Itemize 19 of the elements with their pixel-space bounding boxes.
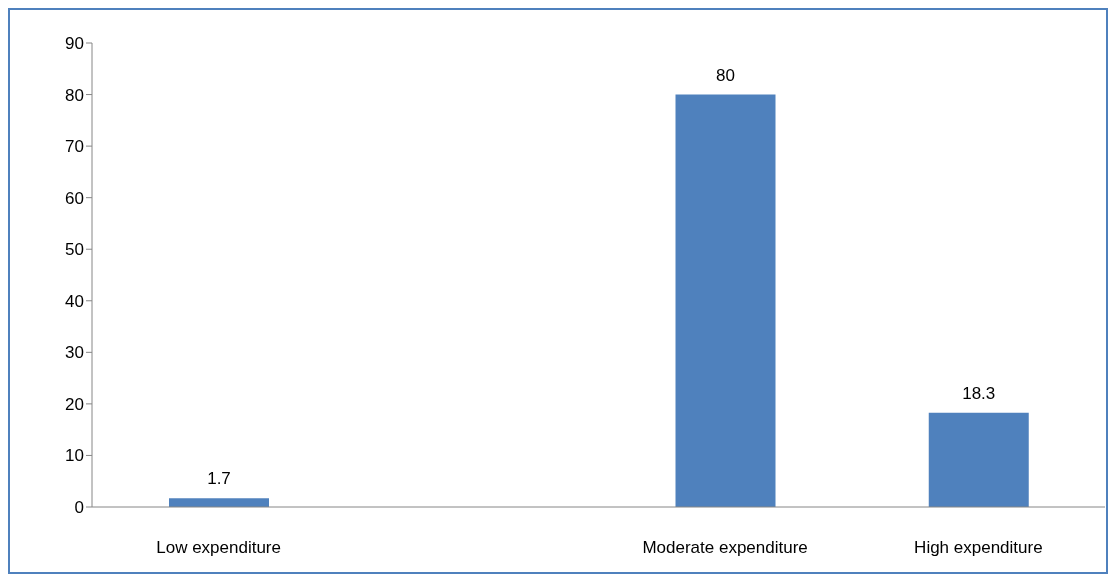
y-tick-label: 10 — [65, 446, 84, 466]
y-tick-label: 50 — [65, 240, 84, 260]
y-tick-label: 20 — [65, 394, 84, 414]
data-label: 1.7 — [207, 469, 231, 489]
x-tick-label: High expenditure — [914, 538, 1043, 558]
y-tick-label: 90 — [65, 34, 84, 54]
y-tick-label: 0 — [74, 498, 84, 518]
y-tick-label: 70 — [65, 137, 84, 157]
y-tick-label: 30 — [65, 343, 84, 363]
y-tick-label: 40 — [65, 291, 84, 311]
bar — [675, 94, 776, 507]
bar — [169, 498, 269, 507]
data-label: 80 — [716, 65, 735, 85]
data-label: 18.3 — [962, 383, 996, 403]
bar — [928, 412, 1029, 507]
x-tick-label: Moderate expenditure — [642, 538, 808, 558]
x-tick-label: Low expenditure — [156, 538, 282, 558]
y-tick-label: 80 — [65, 85, 84, 105]
y-tick-label: 60 — [65, 188, 84, 208]
